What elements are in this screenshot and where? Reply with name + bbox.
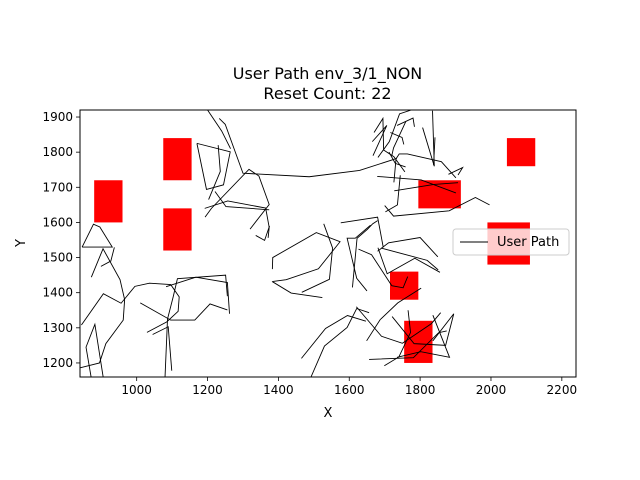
user-path-segment-47 [385,175,401,213]
chart-title-line-2: Reset Count: 22 [263,84,391,103]
user-path-segment-27 [381,247,439,271]
x-tick-label: 2000 [476,383,507,397]
user-path-layer [80,110,490,377]
user-path-segment-21 [310,307,370,377]
user-path-segment-44 [384,196,490,217]
obstacle-5 [404,320,433,363]
user-path-segment-38 [391,121,407,156]
y-tick-label: 1800 [42,145,73,159]
y-tick-label: 1400 [42,286,73,300]
legend-label-user-path: User Path [497,235,559,250]
user-path-segment-16 [207,110,231,149]
user-path-segment-12 [204,200,270,238]
user-path-segment-39 [390,132,405,145]
obstacle-1 [506,138,536,167]
x-tick-label: 2200 [547,383,578,397]
user-path-segment-15 [208,145,221,200]
obstacle-8 [163,208,192,251]
user-path-segment-32 [384,310,412,367]
user-path-segment-28 [358,248,409,289]
user-path-segment-50 [371,125,388,156]
user-path-segment-25 [340,216,384,248]
user-path-segment-49 [433,137,436,166]
user-path-segment-29 [377,237,439,258]
user-path-segment-1 [85,322,104,377]
user-path-segment-31 [391,313,455,346]
user-path-segment-19 [271,281,323,299]
user-path-segment-11 [214,191,270,211]
y-tick-label: 1700 [42,180,73,194]
user-path-segment-9 [164,274,228,377]
user-path-segment-41 [396,117,415,127]
user-path-segment-14 [204,168,270,230]
user-path-segment-46 [448,166,464,176]
user-path-segment-33 [396,315,451,358]
user-path-segment-48 [422,110,435,167]
user-path-segment-24 [351,220,378,288]
y-tick-label: 1300 [42,321,73,335]
x-tick-label: 1200 [192,383,223,397]
legend: User Path [452,228,570,256]
user-path-segment-45 [393,153,457,183]
user-path-segment-10 [196,142,231,190]
user-path-segment-20 [301,223,334,293]
user-path-segment-13 [255,225,270,241]
user-path-segment-37 [388,151,406,168]
user-path-segment-42 [377,175,457,194]
obstacle-6 [163,138,192,181]
chart-title: User Path env_3/1_NON Reset Count: 22 [233,64,423,103]
chart-title-line-1: User Path env_3/1_NON [233,64,423,84]
x-tick-label: 1800 [405,383,436,397]
y-axis-ticks: 1200 1300 1400 1500 1600 1700 1800 1900 [42,110,80,370]
user-path-segment-43 [394,182,459,192]
y-tick-label: 1600 [42,215,73,229]
legend-box [452,228,570,256]
user-path-segment-17 [218,118,397,178]
y-tick-label: 1500 [42,251,73,265]
user-path-segment-5 [81,282,180,333]
x-tick-label: 1000 [121,383,152,397]
user-path-segment-26 [377,247,441,275]
user-path-segment-35 [366,287,422,342]
user-path-segment-18 [271,232,341,282]
x-axis-label: X [324,406,333,421]
y-tick-label: 1200 [42,356,73,370]
x-axis-ticks: 1000 1200 1400 1600 1800 2000 2200 [121,377,577,397]
user-path-segment-22 [301,315,367,359]
y-axis-label: Y [14,239,29,248]
user-path-segment-23 [346,224,371,292]
user-path-segment-4 [80,247,126,369]
user-path-segment-6 [140,302,228,321]
obstacle-7 [94,180,123,223]
x-tick-label: 1400 [263,383,294,397]
user-path-segment-8 [152,326,173,371]
user-path-segment-3 [100,247,115,267]
user-path-segment-2 [81,223,114,248]
x-tick-label: 1600 [334,383,365,397]
user-path-segment-7 [165,276,230,314]
obstacles-layer [94,138,536,363]
y-tick-label: 1900 [42,110,73,124]
user-path-segment-34 [369,330,447,360]
user-path-segment-40 [377,110,412,158]
obstacle-2 [418,180,461,209]
plot-frame [79,109,577,378]
